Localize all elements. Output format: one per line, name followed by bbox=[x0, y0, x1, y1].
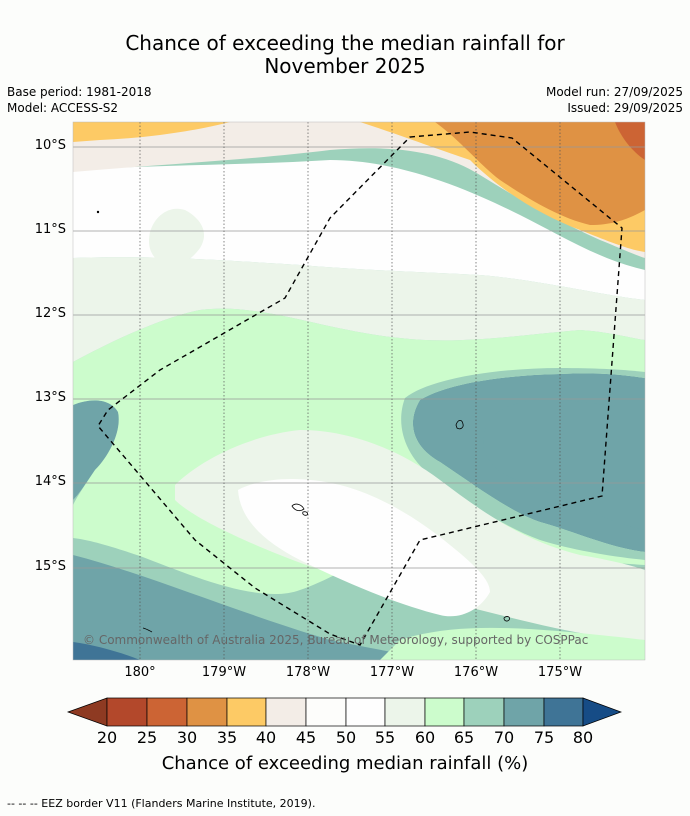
chart-title-line-1: Chance of exceeding the median rainfall … bbox=[125, 31, 565, 55]
band-75-80-southwest bbox=[73, 642, 140, 660]
colorbar-bin-45-50 bbox=[305, 697, 347, 727]
band-55-60-north bbox=[73, 257, 645, 362]
colorbar-bin-40-45 bbox=[265, 697, 307, 727]
colorbar-bin-50-55 bbox=[345, 697, 386, 727]
issued-text: Issued: 29/09/2025 bbox=[567, 101, 683, 115]
lon-label-180: 180° bbox=[124, 665, 156, 680]
lat-label-10s: 10°S bbox=[34, 138, 66, 153]
colorbar-tick-20: 20 bbox=[96, 728, 118, 747]
lat-label-11s: 11°S bbox=[34, 222, 66, 237]
eez-border bbox=[97, 131, 623, 646]
chart-title-line-2: November 2025 bbox=[264, 54, 426, 78]
band-50-55-central bbox=[238, 478, 490, 617]
map-frame bbox=[72, 121, 646, 661]
lon-label-179w: 179°W bbox=[201, 665, 247, 680]
lat-label-13s: 13°S bbox=[34, 390, 66, 405]
colorbar-tick-30: 30 bbox=[176, 728, 198, 747]
model-text: Model: ACCESS-S2 bbox=[7, 101, 119, 115]
island-northwest bbox=[96, 210, 100, 214]
colorbar-tick-50: 50 bbox=[335, 728, 357, 747]
colorbar-tick-80: 80 bbox=[572, 728, 594, 747]
lat-label-15s: 15°S bbox=[34, 559, 66, 574]
colorbar-tick-60: 60 bbox=[414, 728, 436, 747]
colorbar-bin-60-65 bbox=[424, 697, 465, 727]
colorbar bbox=[66, 697, 623, 727]
colorbar-tick-35: 35 bbox=[216, 728, 238, 747]
band-30-35-northeast bbox=[435, 122, 645, 225]
band-50-55-north bbox=[73, 160, 645, 300]
island-southwest bbox=[142, 627, 153, 633]
colorbar-bin-75-80 bbox=[543, 697, 584, 727]
colorbar-bin-35-40 bbox=[226, 697, 267, 727]
lat-label-12s: 12°S bbox=[34, 306, 66, 321]
band-70-75-east-inner bbox=[483, 399, 645, 530]
model-run-text: Model run: 27/09/2025 bbox=[545, 85, 683, 99]
graticule bbox=[73, 122, 645, 660]
eez-footnote: -- -- -- EEZ border V11 (Flanders Marine… bbox=[7, 797, 316, 810]
island-south bbox=[503, 616, 510, 622]
band-65-70-east-ring bbox=[401, 368, 645, 560]
island-central bbox=[291, 503, 309, 516]
colorbar-tick-75: 75 bbox=[533, 728, 555, 747]
colorbar-bin-55-60 bbox=[384, 697, 426, 727]
colorbar-bin-65-70 bbox=[463, 697, 505, 727]
colorbar-tick-55: 55 bbox=[374, 728, 396, 747]
colorbar-tick-25: 25 bbox=[136, 728, 158, 747]
lon-label-175w: 175°W bbox=[537, 665, 583, 680]
band-70-75-west bbox=[73, 400, 119, 500]
island-east bbox=[455, 419, 464, 430]
band-55-60-inset bbox=[149, 208, 205, 266]
band-70-75-southwest bbox=[73, 555, 460, 660]
colorbar-arrow-high bbox=[582, 697, 623, 727]
colorbar-tick-70: 70 bbox=[493, 728, 515, 747]
colorbar-tick-65: 65 bbox=[453, 728, 475, 747]
colorbar-label: Chance of exceeding median rainfall (%) bbox=[161, 753, 529, 774]
lon-label-178w: 178°W bbox=[285, 665, 331, 680]
lon-label-176w: 176°W bbox=[453, 665, 499, 680]
colorbar-bin-70-75 bbox=[503, 697, 545, 727]
band-35-40-northwest bbox=[73, 122, 230, 142]
contour-fills bbox=[73, 122, 645, 660]
colorbar-bin-20-25 bbox=[106, 697, 148, 727]
colorbar-bin-25-30 bbox=[146, 697, 188, 727]
colorbar-tick-40: 40 bbox=[255, 728, 277, 747]
lat-label-14s: 14°S bbox=[34, 474, 66, 489]
islands bbox=[96, 210, 510, 633]
colorbar-arrow-low bbox=[66, 697, 108, 727]
colorbar-tick-45: 45 bbox=[295, 728, 317, 747]
band-25-30-northeast bbox=[615, 122, 645, 160]
band-60-65-south bbox=[380, 627, 645, 660]
copyright-text: © Commonwealth of Australia 2025, Bureau… bbox=[83, 633, 589, 647]
lon-label-177w: 177°W bbox=[369, 665, 415, 680]
colorbar-bin-30-35 bbox=[186, 697, 228, 727]
base-period-text: Base period: 1981-2018 bbox=[7, 85, 152, 99]
